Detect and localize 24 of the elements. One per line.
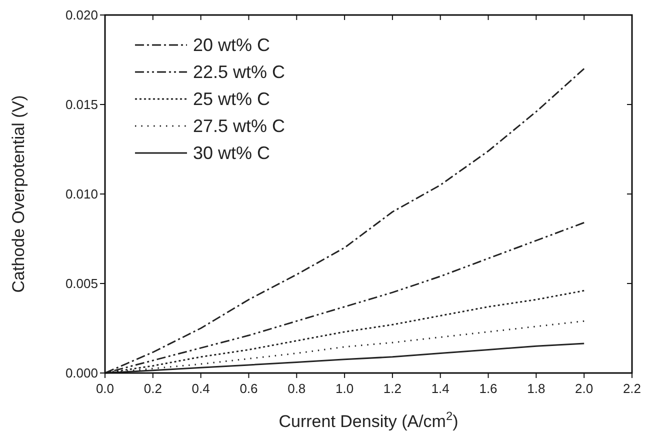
- legend-label: 22.5 wt% C: [193, 62, 286, 82]
- legend-label: 30 wt% C: [193, 143, 270, 163]
- y-tick-label: 0.020: [65, 8, 98, 22]
- y-tick-label: 0.005: [65, 276, 98, 291]
- x-tick-label: 2.2: [622, 381, 642, 396]
- x-tick-label: 1.2: [383, 381, 402, 396]
- x-tick-label: 1.6: [479, 381, 498, 396]
- x-tick-label: 0.0: [96, 381, 114, 396]
- y-axis-title: Cathode Overpotential (V): [9, 95, 28, 293]
- x-tick-label: 0.2: [144, 381, 162, 396]
- y-tick-label: 0.000: [65, 366, 98, 380]
- legend-label: 20 wt% C: [193, 35, 270, 55]
- legend-label: 27.5 wt% C: [193, 116, 286, 136]
- x-tick-label: 2.0: [575, 381, 594, 396]
- x-tick-label: 0.6: [240, 381, 258, 396]
- x-tick-label: 1.8: [527, 381, 546, 396]
- y-tick-label: 0.015: [65, 97, 98, 112]
- x-tick-label: 1.4: [431, 381, 450, 396]
- x-tick-label: 0.4: [192, 381, 210, 396]
- x-axis-title: Current Density (A/cm$^{2}$): [278, 409, 458, 431]
- y-tick-label: 0.010: [65, 186, 98, 202]
- x-tick-label: 1.0: [336, 381, 354, 396]
- legend-label: 25 wt% C: [193, 89, 270, 109]
- x-tick-label: 0.8: [288, 381, 306, 396]
